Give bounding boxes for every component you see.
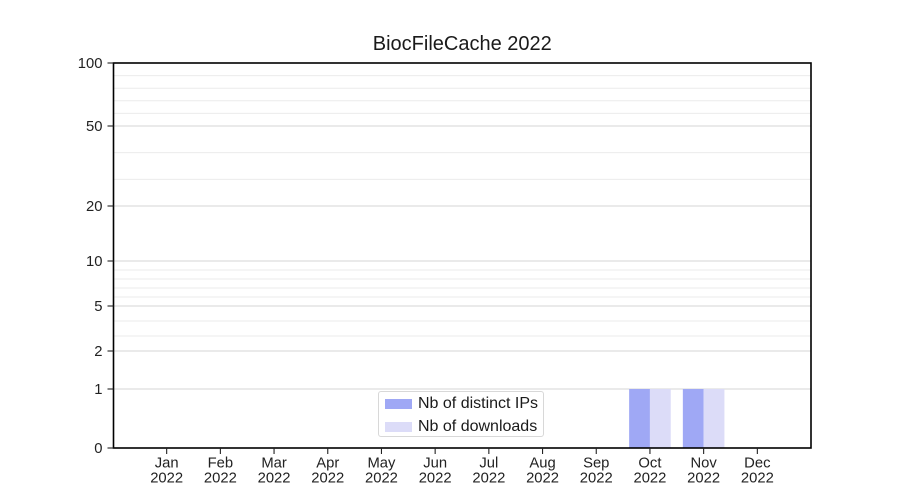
svg-text:2022: 2022 — [204, 471, 237, 487]
svg-text:May: May — [367, 456, 396, 472]
svg-text:2022: 2022 — [150, 471, 183, 487]
svg-text:1: 1 — [94, 382, 102, 398]
svg-text:2022: 2022 — [365, 471, 398, 487]
svg-text:Oct: Oct — [638, 456, 661, 472]
svg-text:5: 5 — [94, 299, 102, 315]
svg-text:50: 50 — [86, 119, 102, 135]
svg-text:0: 0 — [94, 441, 102, 457]
svg-text:2022: 2022 — [258, 471, 291, 487]
svg-text:Feb: Feb — [208, 456, 234, 472]
svg-text:Sep: Sep — [583, 456, 609, 472]
svg-text:Apr: Apr — [316, 456, 339, 472]
svg-text:Jun: Jun — [423, 456, 447, 472]
svg-text:2022: 2022 — [526, 471, 559, 487]
svg-text:Jan: Jan — [155, 456, 179, 472]
svg-text:Jul: Jul — [479, 456, 498, 472]
svg-text:2022: 2022 — [419, 471, 452, 487]
svg-text:2022: 2022 — [741, 471, 774, 487]
svg-text:2022: 2022 — [311, 471, 344, 487]
svg-text:2: 2 — [94, 344, 102, 360]
svg-text:2022: 2022 — [472, 471, 505, 487]
svg-text:10: 10 — [86, 254, 102, 270]
svg-text:2022: 2022 — [633, 471, 666, 487]
svg-text:20: 20 — [86, 199, 102, 215]
svg-text:Aug: Aug — [529, 456, 555, 472]
svg-text:2022: 2022 — [687, 471, 720, 487]
svg-text:Nov: Nov — [690, 456, 717, 472]
svg-text:100: 100 — [78, 56, 103, 72]
svg-text:2022: 2022 — [580, 471, 613, 487]
svg-text:Dec: Dec — [744, 456, 771, 472]
svg-text:Mar: Mar — [261, 456, 287, 472]
